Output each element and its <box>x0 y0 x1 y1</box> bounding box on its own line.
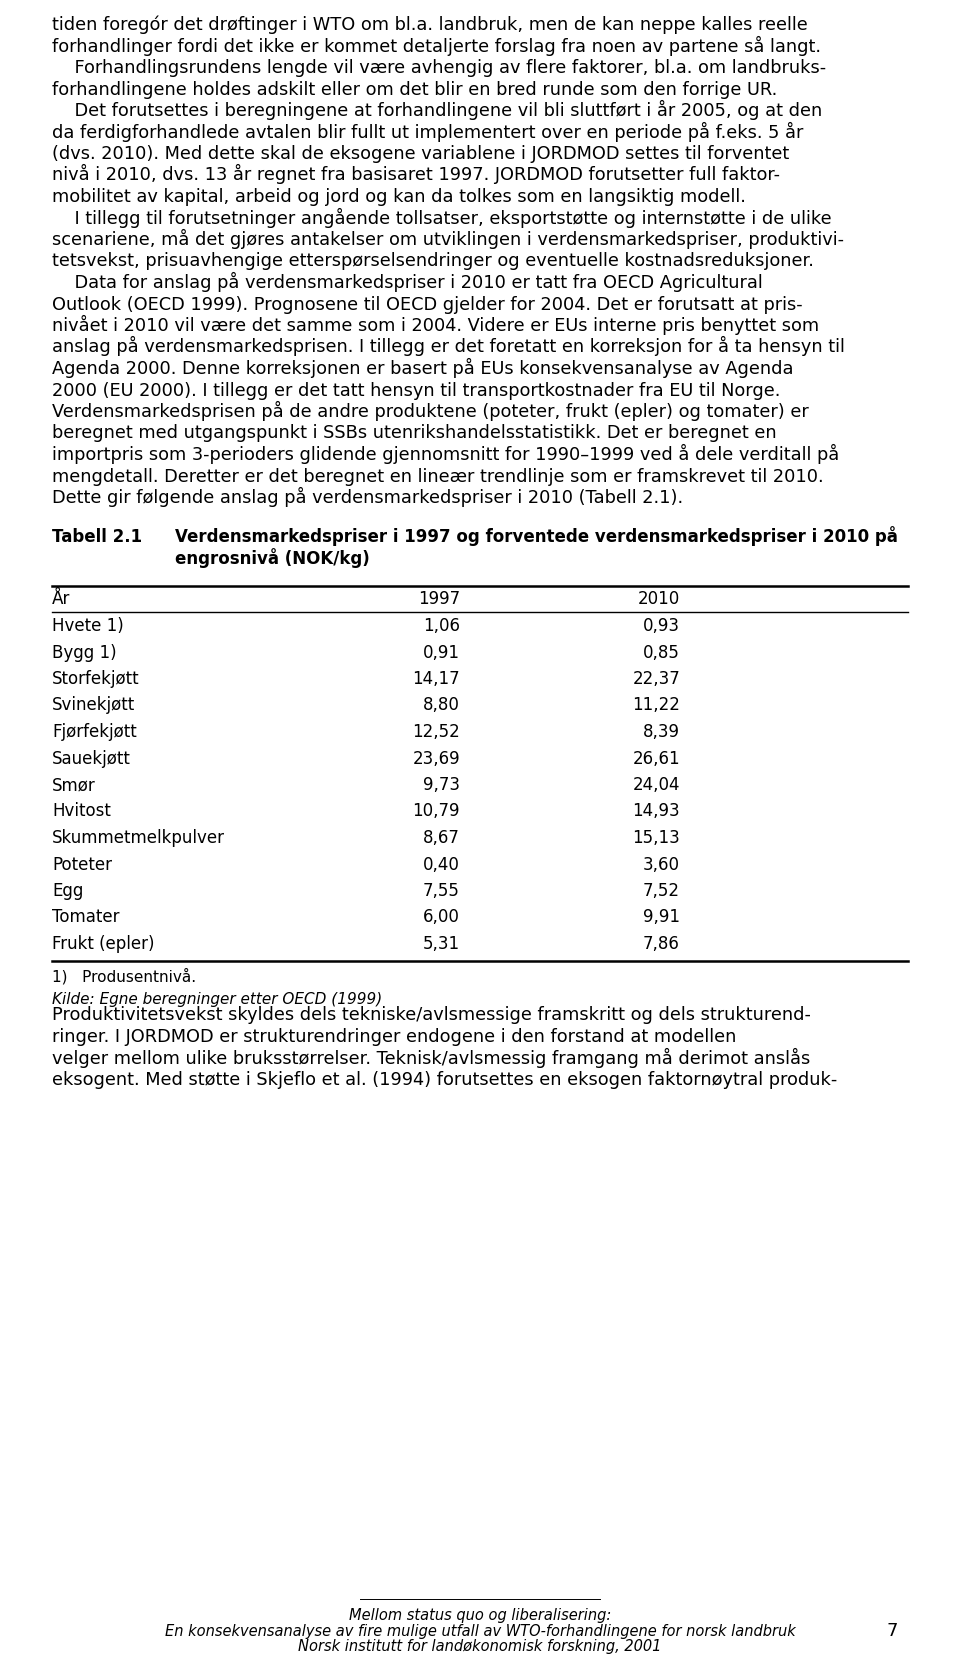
Text: 1)   Produsentnivå.: 1) Produsentnivå. <box>52 967 196 984</box>
Text: mobilitet av kapital, arbeid og jord og kan da tolkes som en langsiktig modell.: mobilitet av kapital, arbeid og jord og … <box>52 187 746 206</box>
Text: Mellom status quo og liberalisering:: Mellom status quo og liberalisering: <box>348 1608 612 1623</box>
Text: Tabell 2.1: Tabell 2.1 <box>52 529 142 545</box>
Text: 0,85: 0,85 <box>643 642 680 661</box>
Text: Produktivitetsvekst skyldes dels tekniske/avlsmessige framskritt og dels struktu: Produktivitetsvekst skyldes dels teknisk… <box>52 1005 811 1024</box>
Text: År: År <box>52 591 70 609</box>
Text: 1,06: 1,06 <box>423 617 460 634</box>
Text: 24,04: 24,04 <box>633 776 680 793</box>
Text: importpris som 3-perioders glidende gjennomsnitt for 1990–1999 ved å dele verdit: importpris som 3-perioders glidende gjen… <box>52 443 839 463</box>
Text: Egg: Egg <box>52 882 84 900</box>
Text: Agenda 2000. Denne korreksjonen er basert på EUs konsekvensanalyse av Agenda: Agenda 2000. Denne korreksjonen er baser… <box>52 358 794 378</box>
Text: En konsekvensanalyse av fire mulige utfall av WTO-forhandlingene for norsk landb: En konsekvensanalyse av fire mulige utfa… <box>164 1623 796 1638</box>
Text: Outlook (OECD 1999). Prognosene til OECD gjelder for 2004. Det er forutsatt at p: Outlook (OECD 1999). Prognosene til OECD… <box>52 296 803 313</box>
Text: 15,13: 15,13 <box>633 828 680 847</box>
Text: eksogent. Med støtte i Skjeflo et al. (1994) forutsettes en eksogen faktornøytra: eksogent. Med støtte i Skjeflo et al. (1… <box>52 1071 837 1089</box>
Text: Hvete 1): Hvete 1) <box>52 617 124 634</box>
Text: ringer. I JORDMOD er strukturendringer endogene i den forstand at modellen: ringer. I JORDMOD er strukturendringer e… <box>52 1027 736 1046</box>
Text: Tomater: Tomater <box>52 908 119 925</box>
Text: Det forutsettes i beregningene at forhandlingene vil bli sluttført i år 2005, og: Det forutsettes i beregningene at forhan… <box>52 100 823 120</box>
Text: 2000 (EU 2000). I tillegg er det tatt hensyn til transportkostnader fra EU til N: 2000 (EU 2000). I tillegg er det tatt he… <box>52 381 780 400</box>
Text: 3,60: 3,60 <box>643 855 680 873</box>
Text: 0,93: 0,93 <box>643 617 680 634</box>
Text: Data for anslag på verdensmarkedspriser i 2010 er tatt fra OECD Agricultural: Data for anslag på verdensmarkedspriser … <box>52 271 763 291</box>
Text: Fjørfekjøtt: Fjørfekjøtt <box>52 723 136 741</box>
Text: I tillegg til forutsetninger angående tollsatser, eksportstøtte og internstøtte : I tillegg til forutsetninger angående to… <box>52 207 831 228</box>
Text: Sauekjøtt: Sauekjøtt <box>52 750 131 766</box>
Text: 0,40: 0,40 <box>423 855 460 873</box>
Text: 22,37: 22,37 <box>633 669 680 688</box>
Text: 7,55: 7,55 <box>423 882 460 900</box>
Text: Smør: Smør <box>52 776 96 793</box>
Text: Norsk institutt for landøkonomisk forskning, 2001: Norsk institutt for landøkonomisk forskn… <box>299 1638 661 1653</box>
Text: scenariene, må det gjøres antakelser om utviklingen i verdensmarkedspriser, prod: scenariene, må det gjøres antakelser om … <box>52 229 844 249</box>
Text: beregnet med utgangspunkt i SSBs utenrikshandelsstatistikk. Det er beregnet en: beregnet med utgangspunkt i SSBs utenrik… <box>52 425 777 442</box>
Text: 9,73: 9,73 <box>423 776 460 793</box>
Text: 1997: 1997 <box>418 591 460 609</box>
Text: Frukt (epler): Frukt (epler) <box>52 935 155 952</box>
Text: 2010: 2010 <box>637 591 680 609</box>
Text: 9,91: 9,91 <box>643 908 680 925</box>
Text: Hvitost: Hvitost <box>52 801 110 820</box>
Text: Dette gir følgende anslag på verdensmarkedspriser i 2010 (Tabell 2.1).: Dette gir følgende anslag på verdensmark… <box>52 487 684 507</box>
Text: nivået i 2010 vil være det samme som i 2004. Videre er EUs interne pris benyttet: nivået i 2010 vil være det samme som i 2… <box>52 315 819 335</box>
Text: 6,00: 6,00 <box>423 908 460 925</box>
Text: 0,91: 0,91 <box>423 642 460 661</box>
Text: tetsvekst, prisuavhengige etterspørselsendringer og eventuelle kostnadsreduksjon: tetsvekst, prisuavhengige etterspørselse… <box>52 253 814 271</box>
Text: forhandlinger fordi det ikke er kommet detaljerte forslag fra noen av partene så: forhandlinger fordi det ikke er kommet d… <box>52 35 821 55</box>
Text: (dvs. 2010). Med dette skal de eksogene variablene i JORDMOD settes til forvente: (dvs. 2010). Med dette skal de eksogene … <box>52 146 789 162</box>
Text: Forhandlingsrundens lengde vil være avhengig av flere faktorer, bl.a. om landbru: Forhandlingsrundens lengde vil være avhe… <box>52 59 827 77</box>
Text: 14,17: 14,17 <box>413 669 460 688</box>
Text: 26,61: 26,61 <box>633 750 680 766</box>
Text: 14,93: 14,93 <box>633 801 680 820</box>
Text: 23,69: 23,69 <box>413 750 460 766</box>
Text: Svinekjøtt: Svinekjøtt <box>52 696 135 714</box>
Text: 8,39: 8,39 <box>643 723 680 741</box>
Text: anslag på verdensmarkedsprisen. I tillegg er det foretatt en korreksjon for å ta: anslag på verdensmarkedsprisen. I tilleg… <box>52 336 845 356</box>
Text: Bygg 1): Bygg 1) <box>52 642 116 661</box>
Text: forhandlingene holdes adskilt eller om det blir en bred runde som den forrige UR: forhandlingene holdes adskilt eller om d… <box>52 80 778 99</box>
Text: Storfekjøtt: Storfekjøtt <box>52 669 139 688</box>
Text: mengdetall. Deretter er det beregnet en lineær trendlinje som er framskrevet til: mengdetall. Deretter er det beregnet en … <box>52 467 824 485</box>
Text: 7,52: 7,52 <box>643 882 680 900</box>
Text: 5,31: 5,31 <box>422 935 460 952</box>
Text: 11,22: 11,22 <box>632 696 680 714</box>
Text: Poteter: Poteter <box>52 855 112 873</box>
Text: 7: 7 <box>887 1621 898 1640</box>
Text: Kilde: Egne beregninger etter OECD (1999): Kilde: Egne beregninger etter OECD (1999… <box>52 992 382 1007</box>
Text: Skummetmelkpulver: Skummetmelkpulver <box>52 828 225 847</box>
Text: da ferdigforhandlede avtalen blir fullt ut implementert over en periode på f.eks: da ferdigforhandlede avtalen blir fullt … <box>52 122 804 142</box>
Text: 8,67: 8,67 <box>423 828 460 847</box>
Text: tiden foregór det drøftinger i WTO om bl.a. landbruk, men de kan neppe kalles r: tiden foregór det drøftinger i WTO om b… <box>52 15 807 33</box>
Text: 7,86: 7,86 <box>643 935 680 952</box>
Text: velger mellom ulike bruksstørrelser. Teknisk/avlsmessig framgang må derimot ansl: velger mellom ulike bruksstørrelser. Tek… <box>52 1047 810 1067</box>
Text: 8,80: 8,80 <box>423 696 460 714</box>
Text: engrosnivå (NOK/kg): engrosnivå (NOK/kg) <box>175 547 370 567</box>
Text: nivå i 2010, dvs. 13 år regnet fra basisaret 1997. JORDMOD forutsetter full fakt: nivå i 2010, dvs. 13 år regnet fra basis… <box>52 164 780 184</box>
Text: 10,79: 10,79 <box>413 801 460 820</box>
Text: Verdensmarkedsprisen på de andre produktene (poteter, frukt (epler) og tomater) : Verdensmarkedsprisen på de andre produkt… <box>52 400 808 420</box>
Text: Verdensmarkedspriser i 1997 og forventede verdensmarkedspriser i 2010 på: Verdensmarkedspriser i 1997 og forvented… <box>175 527 898 545</box>
Text: 12,52: 12,52 <box>412 723 460 741</box>
